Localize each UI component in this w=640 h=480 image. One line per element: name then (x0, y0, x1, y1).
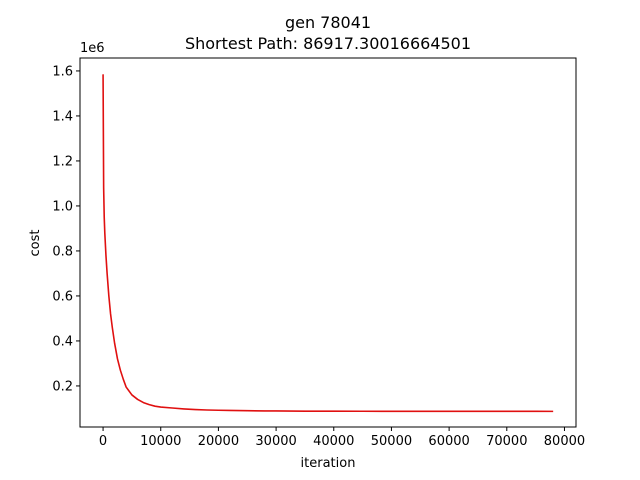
x-axis-ticks: 0 10000 20000 30000 40000 50000 60000 70000 8000… (99, 427, 585, 449)
x-tick-label: 80000 (544, 434, 585, 449)
chart-title: gen 78041 (285, 13, 371, 32)
x-tick-label: 30000 (255, 434, 296, 449)
y-tick-label: 0.4 (52, 334, 73, 349)
x-tick-label: 50000 (371, 434, 412, 449)
y-tick-label: 0.8 (52, 244, 73, 259)
x-tick-label: 60000 (428, 434, 469, 449)
y-tick-label: 0.6 (52, 289, 73, 304)
y-axis-label: cost (28, 230, 43, 257)
y-tick-label: 1.6 (52, 64, 73, 79)
y-tick-label: 1.4 (52, 109, 73, 124)
y-tick-label: 1.2 (52, 154, 73, 169)
x-axis-label: iteration (301, 456, 356, 471)
x-tick-label: 40000 (313, 434, 354, 449)
y-axis-ticks: 0.2 0.4 0.6 0.8 1.0 1.2 1.4 1.6 (52, 64, 80, 394)
x-tick-label: 0 (99, 434, 107, 449)
series-layer (102, 74, 554, 413)
x-tick-label: 10000 (140, 434, 181, 449)
series-line (102, 74, 554, 413)
y-tick-label: 1.0 (52, 199, 73, 214)
chart-subtitle: Shortest Path: 86917.30016664501 (185, 34, 471, 53)
x-tick-label: 70000 (486, 434, 527, 449)
y-tick-label: 0.2 (52, 379, 73, 394)
plot-area (79, 57, 577, 428)
y-offset-label: 1e6 (80, 41, 105, 56)
x-tick-label: 20000 (198, 434, 239, 449)
